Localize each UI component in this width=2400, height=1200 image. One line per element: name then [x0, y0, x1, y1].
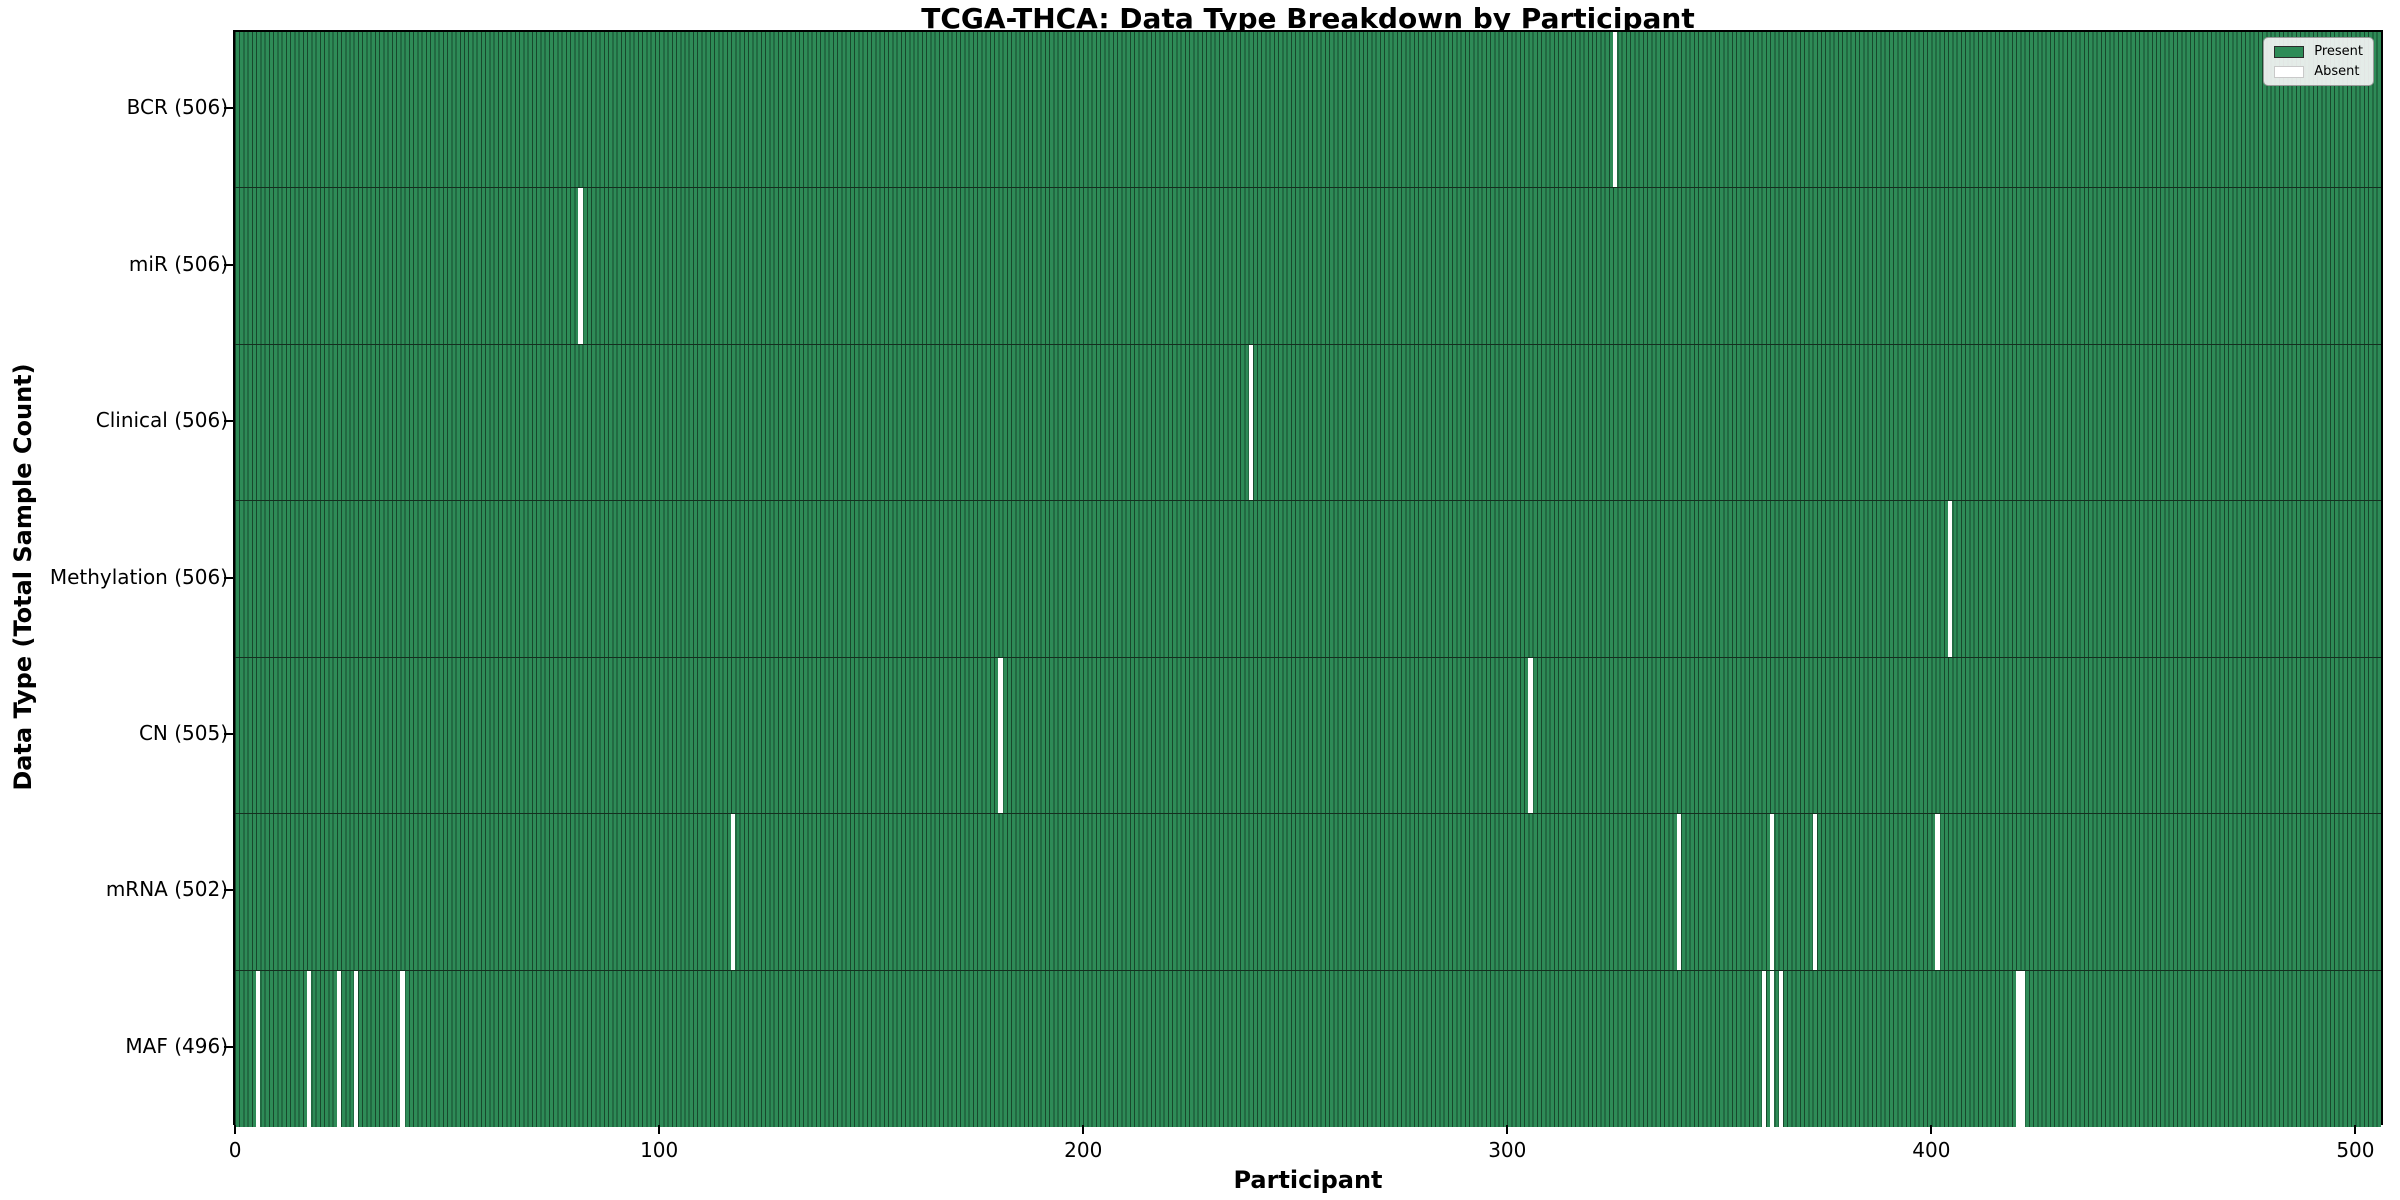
- absent-gap-mrna-362: [1770, 814, 1775, 970]
- row-maf: [235, 970, 2381, 1127]
- y-axis-label: Data Type (Total Sample Count): [9, 363, 37, 790]
- x-tick-mark: [234, 1125, 237, 1134]
- absent-gap-mrna-340: [1676, 814, 1682, 970]
- absent-gap-methylation-404: [1948, 501, 1953, 657]
- absent-gap-maf-24: [336, 970, 341, 1127]
- y-tick-mark: [224, 420, 233, 423]
- x-tick-label-0: 0: [228, 1138, 242, 1162]
- y-tick-label-mrna: mRNA (502): [105, 877, 228, 902]
- chart-title: TCGA-THCA: Data Type Breakdown by Partic…: [921, 2, 1695, 35]
- legend-entry-absent: Absent: [2274, 65, 2363, 78]
- y-tick-mark: [224, 107, 233, 110]
- absent-gap-maf-360: [1761, 970, 1766, 1127]
- y-tick-label-bcr: BCR (506): [126, 95, 228, 120]
- y-tick-label-cn: CN (505): [138, 720, 228, 745]
- x-tick-mark: [2354, 1125, 2357, 1134]
- row-methylation: [235, 501, 2381, 658]
- x-tick-label-400: 400: [1912, 1138, 1951, 1162]
- absent-gap-maf-420: [2016, 970, 2021, 1127]
- x-tick-label-300: 300: [1488, 1138, 1527, 1162]
- y-tick-label-mir: miR (506): [128, 251, 228, 276]
- y-tick-label-maf: MAF (496): [125, 1033, 228, 1058]
- absent-gap-clinical-239: [1248, 344, 1253, 501]
- y-tick-mark: [224, 889, 233, 892]
- row-clinical: [235, 344, 2381, 502]
- absent-gap-bcr-325: [1613, 32, 1618, 188]
- x-tick-label-200: 200: [1064, 1138, 1103, 1162]
- absent-gap-cn-305: [1528, 657, 1533, 814]
- absent-gap-mrna-117: [731, 814, 736, 970]
- row-bcr: [235, 32, 2381, 189]
- absent-gap-mir-81: [578, 188, 583, 344]
- row-cn: [235, 657, 2381, 815]
- absent-swatch-icon: [2274, 65, 2305, 78]
- y-tick-mark: [224, 263, 233, 266]
- y-tick-mark: [224, 576, 233, 579]
- absent-gap-maf-28: [353, 970, 358, 1127]
- x-tick-mark: [658, 1125, 661, 1134]
- absent-gap-maf-17: [307, 970, 312, 1127]
- x-tick-label-100: 100: [640, 1138, 679, 1162]
- absent-gap-mrna-372: [1812, 814, 1817, 970]
- x-tick-mark: [1506, 1125, 1509, 1134]
- absent-gap-maf-39: [400, 970, 405, 1127]
- absent-gap-maf-5: [256, 970, 261, 1127]
- x-tick-mark: [1082, 1125, 1085, 1134]
- y-tick-label-clinical: Clinical (506): [95, 408, 228, 433]
- absent-gap-cn-180: [998, 657, 1003, 814]
- row-mrna: [235, 814, 2381, 971]
- absent-gap-mrna-401: [1935, 814, 1940, 970]
- absent-gap-maf-362: [1770, 970, 1775, 1127]
- absent-gap-maf-421: [2020, 970, 2025, 1127]
- plot-area: Present Absent: [233, 30, 2383, 1127]
- legend-entry-present: Present: [2274, 45, 2363, 58]
- absent-gap-maf-364: [1778, 970, 1783, 1127]
- row-mir: [235, 188, 2381, 345]
- x-tick-label-500: 500: [2336, 1138, 2375, 1162]
- x-axis-label: Participant: [1233, 1166, 1383, 1194]
- y-axis-label-text: Data Type (Total Sample Count): [9, 363, 37, 791]
- y-tick-mark: [224, 732, 233, 735]
- x-tick-mark: [1930, 1125, 1933, 1134]
- y-tick-label-methylation: Methylation (506): [49, 564, 228, 589]
- present-swatch-icon: [2274, 45, 2305, 58]
- legend: Present Absent: [2263, 37, 2374, 86]
- legend-label-present: Present: [2314, 44, 2363, 59]
- y-tick-mark: [224, 1045, 233, 1048]
- legend-label-absent: Absent: [2314, 64, 2360, 79]
